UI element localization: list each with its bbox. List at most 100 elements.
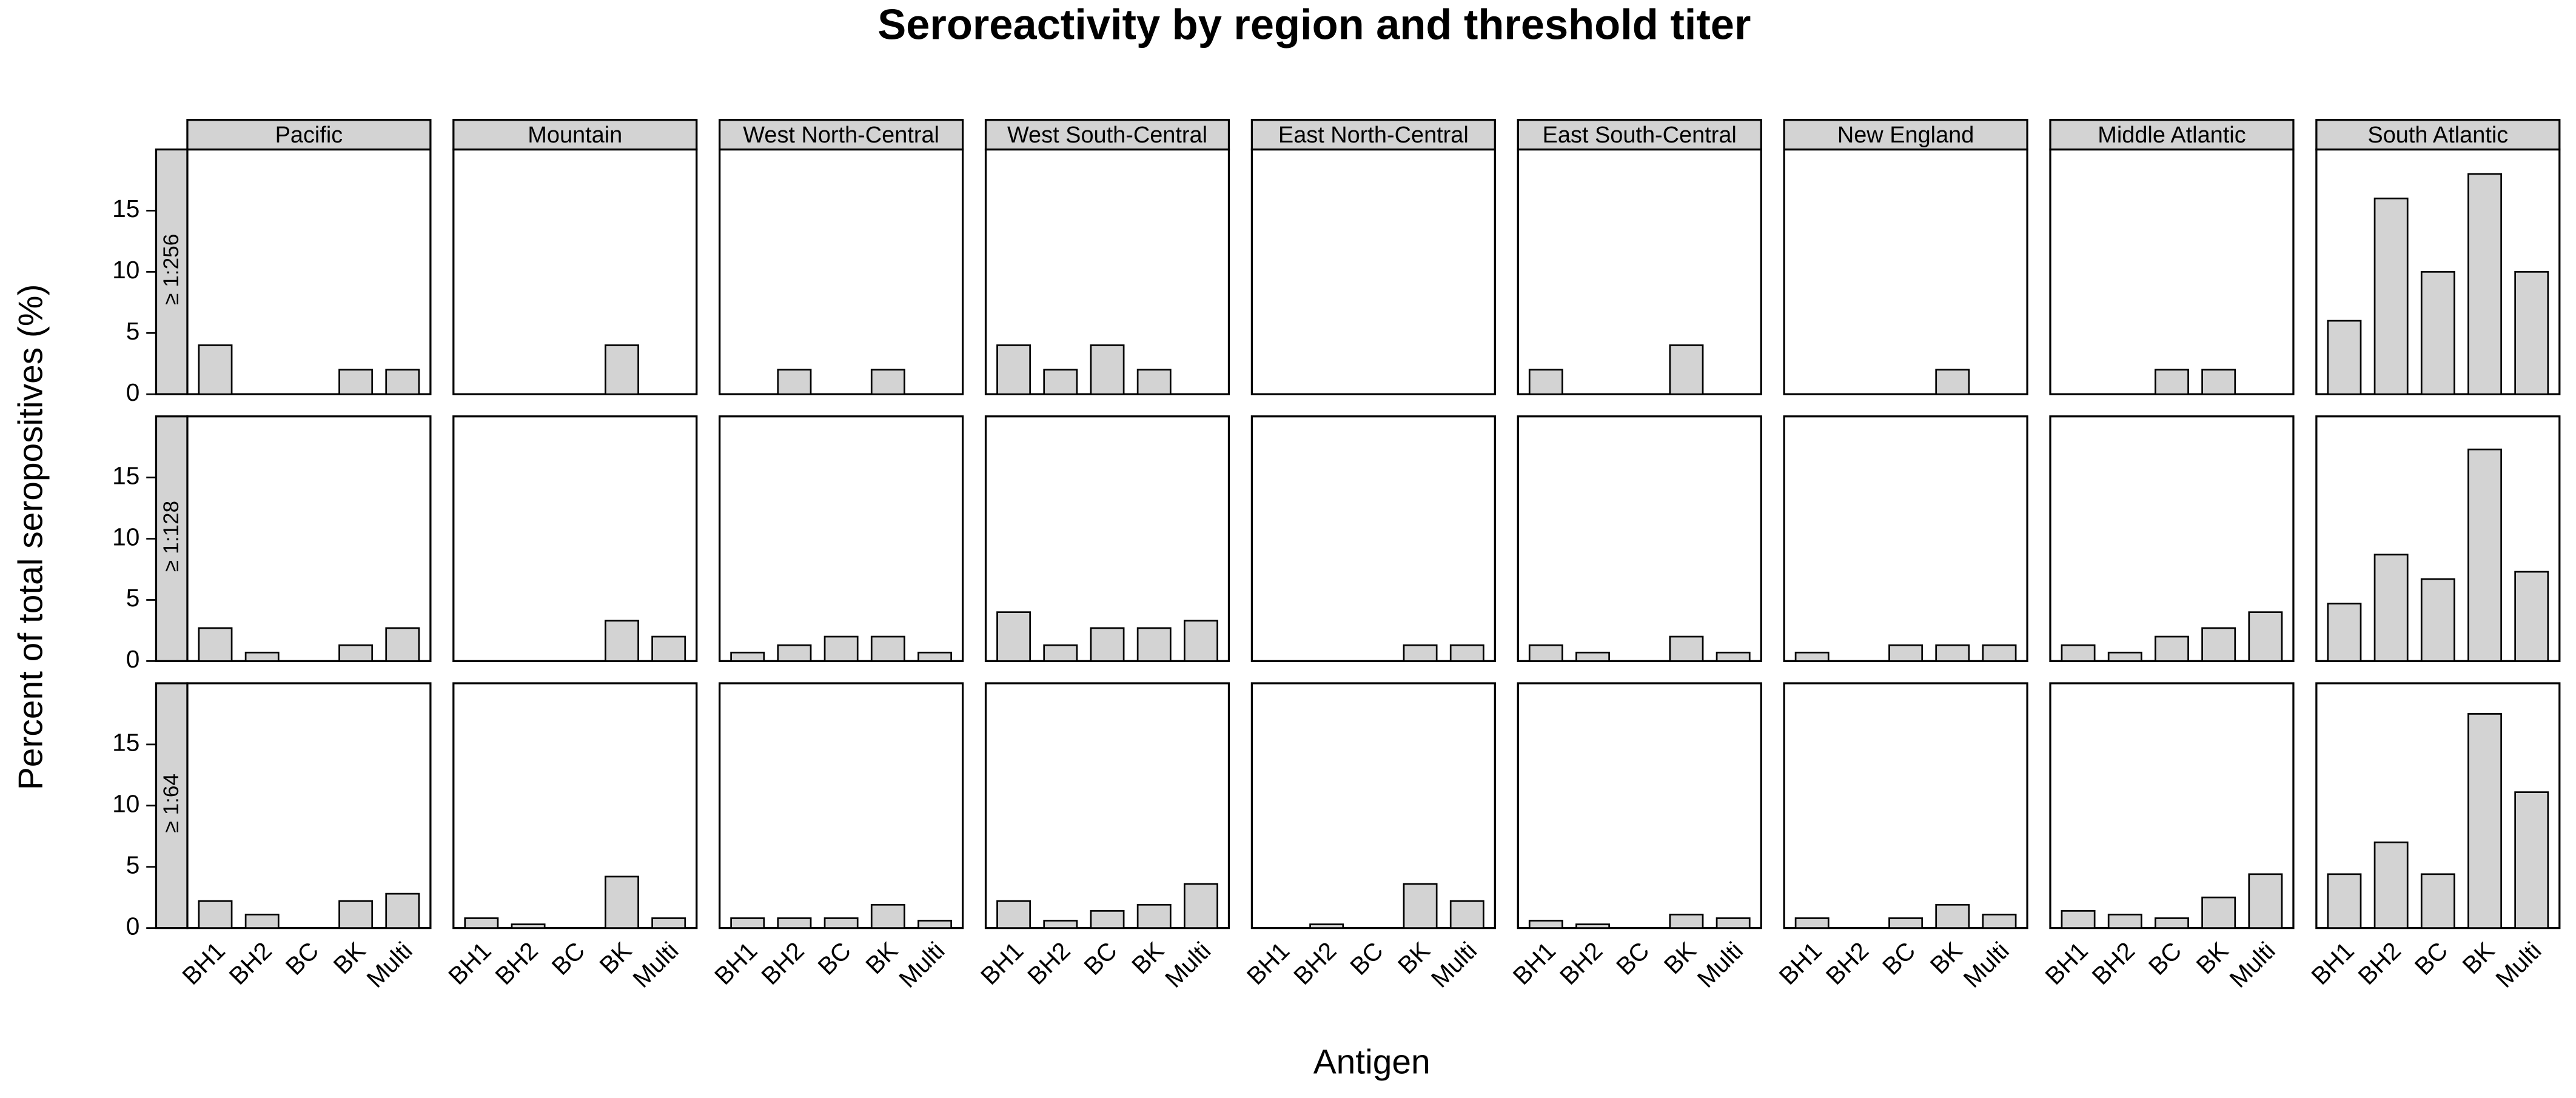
bar [1136, 903, 1172, 929]
bar [2514, 571, 2549, 662]
column-strip [1250, 119, 1496, 151]
row-strip [155, 415, 189, 663]
bar [198, 627, 233, 662]
bar [823, 635, 859, 662]
bar [338, 644, 374, 662]
bar [198, 900, 233, 929]
bar [1043, 644, 1078, 662]
bar [1449, 900, 1484, 929]
column-strip [1517, 119, 1762, 151]
bar [338, 369, 374, 395]
bar [1136, 369, 1172, 395]
bar [2061, 644, 2096, 662]
bar [996, 611, 1031, 662]
bar [1309, 923, 1344, 929]
bar [244, 914, 280, 929]
bar [605, 620, 639, 662]
bar [2327, 320, 2362, 395]
column-strip [452, 119, 698, 151]
column-strip [2315, 119, 2561, 151]
bar [2061, 910, 2096, 929]
bar [1716, 651, 1751, 662]
bar [823, 917, 859, 929]
bar [464, 917, 499, 929]
bar [1794, 651, 1830, 662]
bar [605, 344, 639, 395]
bar [1043, 920, 1078, 929]
bar [338, 900, 374, 929]
bar [2201, 627, 2236, 662]
bar [777, 369, 812, 395]
bar [730, 917, 765, 929]
bar [2467, 173, 2502, 395]
row-strip-label: ≥ 1:256 [159, 234, 183, 305]
row-strip-label: ≥ 1:128 [159, 501, 183, 572]
bar [1669, 914, 1704, 929]
column-strip [1783, 119, 2028, 151]
bar [1888, 917, 1924, 929]
bar [2514, 791, 2549, 929]
bar [1403, 883, 1438, 929]
bar [2201, 369, 2236, 395]
bar [870, 635, 905, 662]
bar [1888, 644, 1924, 662]
bar [1716, 917, 1751, 929]
bar [2467, 713, 2502, 929]
bar [2155, 635, 2189, 662]
bar [1043, 369, 1078, 395]
column-strip-label: East South-Central [1543, 122, 1737, 148]
bar [1090, 344, 1125, 395]
bar [198, 344, 233, 395]
bar [2420, 270, 2455, 395]
bar [1528, 644, 1563, 662]
bar [2248, 611, 2283, 662]
bar [2420, 873, 2455, 929]
column-strip-label: New England [1837, 122, 1974, 148]
bar [2155, 917, 2189, 929]
bar [2327, 603, 2362, 662]
bar [2373, 197, 2409, 395]
bar [2248, 873, 2283, 929]
bar [2201, 896, 2236, 929]
bar [2107, 651, 2142, 662]
bar [1090, 910, 1125, 929]
y-axis-title: Percent of total seropositives (%) [11, 284, 50, 791]
bar [777, 644, 812, 662]
column-strip-label: Middle Atlantic [2098, 122, 2246, 148]
bar [385, 627, 420, 662]
y-tick-label: 15 [112, 195, 139, 223]
bar [1183, 883, 1218, 929]
y-tick-label: 5 [126, 317, 140, 345]
bar [1935, 644, 1970, 662]
x-axis-title: Antigen [1313, 1042, 1431, 1081]
column-strip-label: West North-Central [743, 122, 939, 148]
bar [651, 917, 686, 929]
panel-frame [1517, 682, 1762, 929]
bar [1090, 627, 1125, 662]
bar [1575, 651, 1610, 662]
bar [2420, 578, 2455, 662]
column-strip [186, 119, 432, 151]
column-strip-label: West South-Central [1007, 122, 1207, 148]
bar [777, 917, 812, 929]
bar [385, 892, 420, 929]
y-tick-label: 0 [126, 378, 140, 406]
bar [605, 875, 639, 929]
bar [1669, 635, 1704, 662]
bar [1528, 369, 1563, 395]
column-strip [984, 119, 1230, 151]
bar [1982, 914, 2017, 929]
bar [1403, 644, 1438, 662]
bar [996, 344, 1031, 395]
y-tick-label: 10 [112, 523, 139, 551]
column-strip-label: Pacific [275, 122, 343, 148]
column-strip-label: South Atlantic [2367, 122, 2508, 148]
row-strip [155, 148, 189, 395]
bar [2155, 369, 2189, 395]
bar [870, 369, 905, 395]
bar [2327, 873, 2362, 929]
panel-frame [1517, 415, 1762, 663]
y-tick-label: 5 [126, 584, 140, 612]
